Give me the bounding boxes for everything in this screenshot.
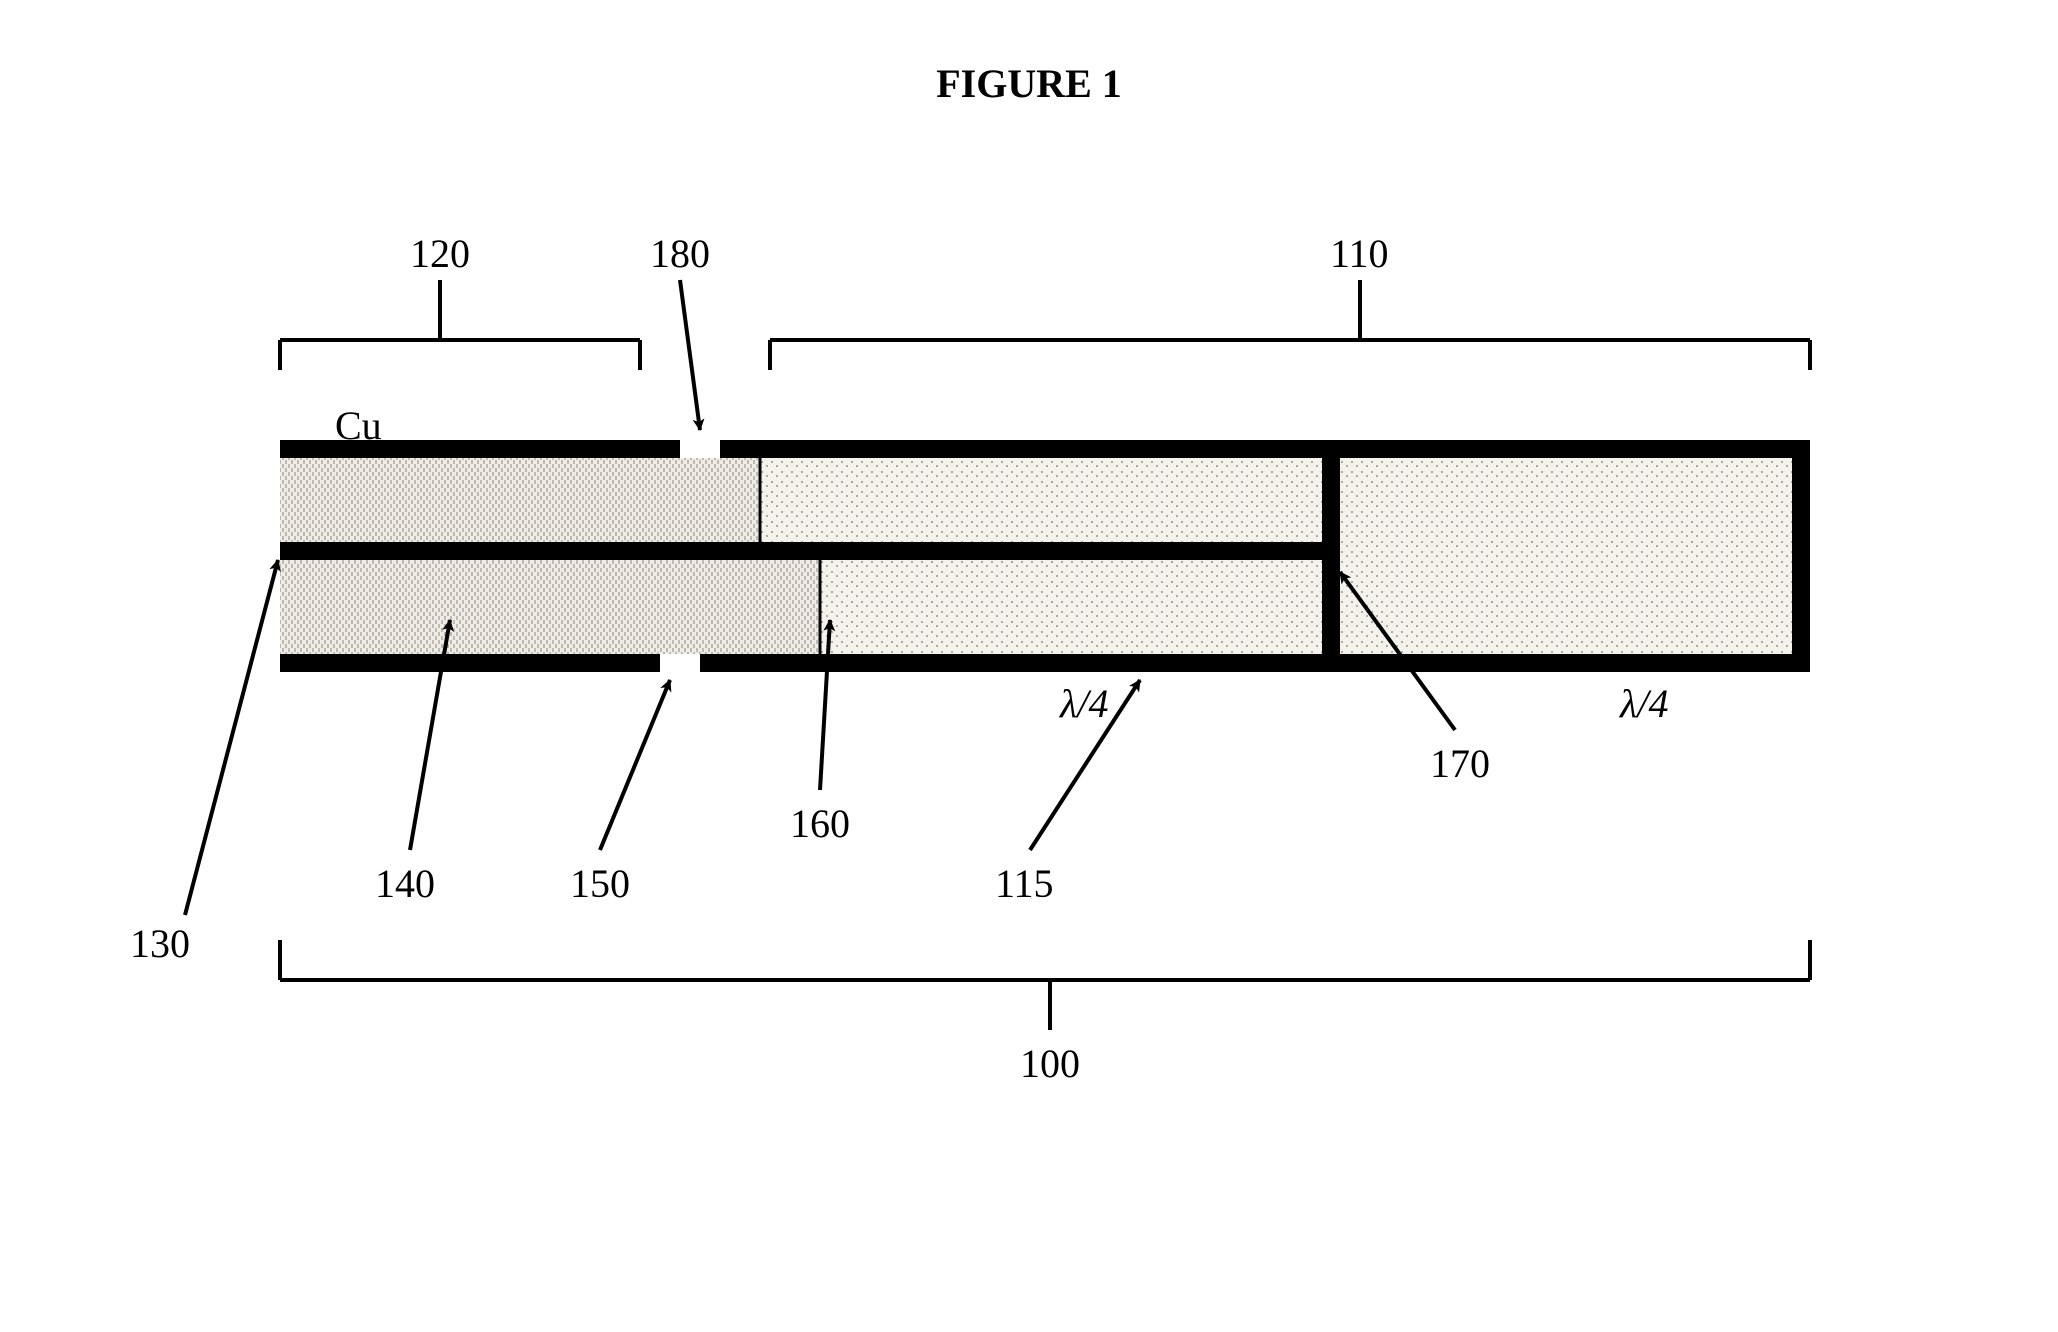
- air2-region: [1340, 458, 1810, 654]
- ptfe-region-bottom: [280, 560, 820, 654]
- top-bar-left: [280, 440, 680, 458]
- arrow-180: [680, 280, 700, 430]
- ptfe-region-top: [280, 458, 760, 542]
- mid-bar: [280, 542, 1340, 560]
- top-bar-right: [720, 440, 1810, 458]
- bottom-bar-left: [280, 654, 660, 672]
- bottom-bar-right: [700, 654, 1810, 672]
- bracket-110: [770, 280, 1810, 370]
- arrow-115: [1030, 680, 1140, 850]
- arrow-150: [600, 680, 670, 850]
- air1-region: [760, 458, 1340, 542]
- bracket-100: [280, 940, 1810, 1030]
- right-wall: [1792, 440, 1810, 672]
- air-region-bottom: [820, 560, 1340, 654]
- vdiv-air: [1322, 458, 1340, 654]
- bracket-120: [280, 280, 640, 370]
- diagram: [0, 0, 2058, 1332]
- arrow-130: [185, 560, 278, 915]
